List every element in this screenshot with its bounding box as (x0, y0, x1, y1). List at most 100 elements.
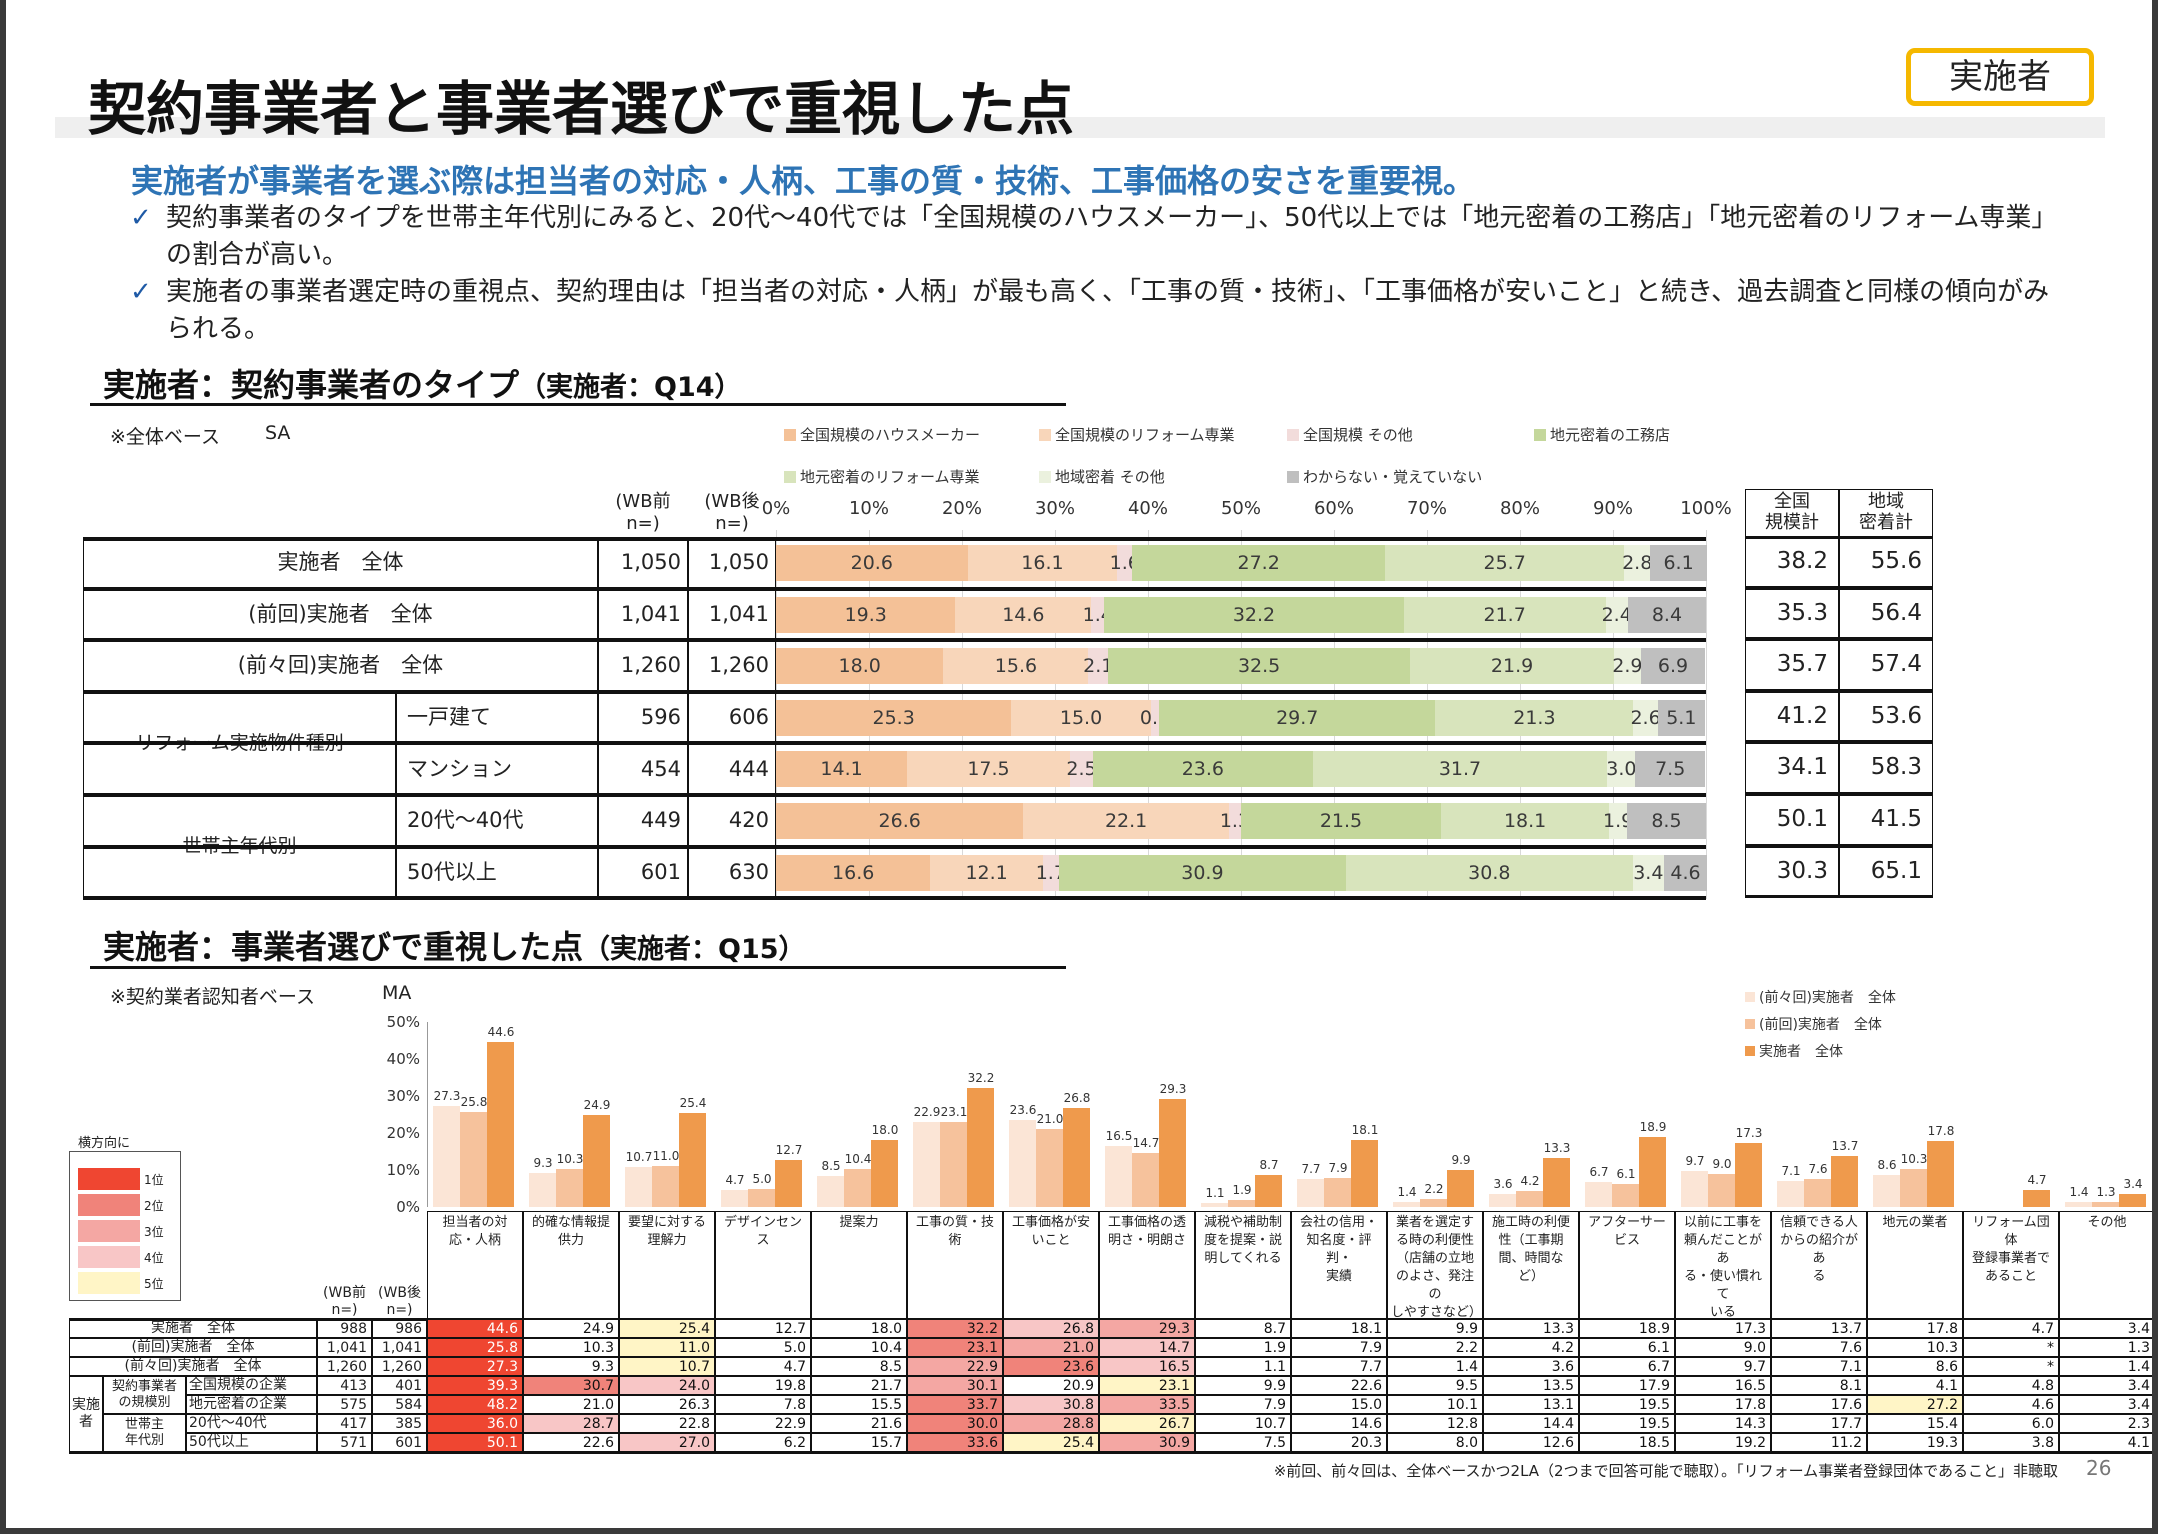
legend-swatch (784, 428, 796, 441)
bar (1777, 1180, 1804, 1207)
bar-segment-label: 14.6 (1002, 603, 1045, 626)
bar-segment-label: 2.6 (1630, 706, 1661, 729)
bar-data-label: 1.1 (1205, 1185, 1225, 1200)
bar-segment-label: 16.6 (832, 861, 875, 884)
bar-data-label: 44.6 (487, 1024, 515, 1039)
row-label: マンション (396, 743, 598, 795)
y-tick-label: 10% (386, 1161, 420, 1179)
table-cell: 44.6 (427, 1319, 523, 1338)
table-cell: 27.0 (619, 1433, 715, 1452)
row-label: 50代以上 (186, 1433, 317, 1452)
table-cell: 10.7 (1195, 1414, 1291, 1433)
row-label: 実施者 全体 (83, 537, 598, 589)
bar-segment-label: 14.1 (820, 758, 863, 781)
table-cell: 10.1 (1387, 1395, 1483, 1414)
bar (679, 1113, 706, 1207)
table-cell: 1.4 (1387, 1357, 1483, 1376)
rank-label: 5位 (144, 1277, 164, 1291)
table-cell: 27.3 (427, 1357, 523, 1376)
y-tick-label: 50% (386, 1013, 420, 1031)
bar-segment-label: 15.6 (994, 655, 1038, 678)
legend-swatch (784, 470, 796, 483)
bar-data-label: 8.6 (1877, 1158, 1897, 1173)
total-value: 50.1 (1745, 795, 1839, 847)
legend-swatch (1039, 428, 1051, 441)
y-tick-label: 40% (386, 1050, 420, 1068)
n-before: 575 (317, 1395, 372, 1414)
bar-data-label: 7.9 (1328, 1160, 1348, 1175)
bar-segment: 3.4 (1632, 854, 1665, 891)
table-cell: 24.9 (523, 1319, 619, 1338)
table-cell: 25.8 (427, 1338, 523, 1357)
bar-data-label: 10.7 (625, 1150, 653, 1165)
table-cell: 33.5 (1099, 1395, 1195, 1414)
bar (1708, 1173, 1735, 1207)
table-cell: 7.7 (1291, 1357, 1387, 1376)
row-border (83, 689, 1706, 694)
bar-segment: 1.6 (1110, 545, 1140, 581)
totals-header: 地域 密着計 (1839, 489, 1933, 539)
bar (1036, 1129, 1063, 1207)
bar (775, 1160, 802, 1207)
column-header: 減税や補助制 度を提案・説 明してくれる (1195, 1211, 1291, 1319)
rank-swatch (78, 1272, 140, 1294)
bar-segment: 1.7 (1036, 854, 1066, 891)
table-cell: 10.4 (811, 1338, 907, 1357)
table-cell: 4.2 (1483, 1338, 1579, 1357)
n-before: 413 (317, 1376, 372, 1395)
n-after: 1,041 (688, 588, 776, 641)
bar-segment: 1.4 (1083, 596, 1113, 633)
n-after: 601 (372, 1433, 427, 1452)
legend-swatch (1039, 470, 1051, 483)
table-cell: 30.9 (1099, 1433, 1195, 1452)
table-cell: 11.2 (1771, 1433, 1867, 1452)
table-cell: 1.1 (1195, 1357, 1291, 1376)
bar-data-label: 8.7 (1259, 1157, 1279, 1172)
n-before: 1,260 (598, 640, 688, 692)
table-cell: 12.8 (1387, 1414, 1483, 1433)
table-cell: 17.8 (1675, 1395, 1771, 1414)
section2-heading: 実施者：事業者選びで重視した点（実施者：Q15） (103, 922, 806, 968)
bar (1900, 1168, 1927, 1207)
bar-data-label: 18.1 (1351, 1123, 1379, 1138)
column-header: 要望に対する 理解力 (619, 1211, 715, 1319)
legend-label: 全国規模のリフォーム専業 (1055, 426, 1235, 444)
bar-data-label: 8.5 (821, 1158, 841, 1173)
n-after: 420 (688, 795, 776, 847)
bar-segment-label: 6.9 (1657, 655, 1689, 678)
table-cell: 22.9 (715, 1414, 811, 1433)
check-icon: ✓ (130, 277, 152, 307)
table-cell: 13.1 (1483, 1395, 1579, 1414)
x-tick-label: 60% (1313, 498, 1354, 519)
legend-label: 地元密着のリフォーム専業 (800, 468, 980, 486)
gridline (1706, 530, 1707, 900)
bar-segment-label: 12.1 (965, 861, 1008, 884)
bar-data-label: 10.4 (844, 1151, 872, 1166)
bar-segment: 6.9 (1640, 648, 1706, 685)
x-tick-label: 0% (761, 498, 791, 519)
bar-data-label: 1.4 (1397, 1184, 1417, 1199)
n-before: 601 (598, 846, 688, 899)
x-tick-label: 70% (1406, 498, 1447, 519)
n-after-header: (WB後 n=) (704, 491, 760, 534)
n-after: 401 (372, 1376, 427, 1395)
table-cell: 19.2 (1675, 1433, 1771, 1452)
n-after: 606 (688, 691, 776, 744)
legend-swatch (1745, 992, 1755, 1002)
table-top-border (83, 537, 1706, 541)
column-header: 工事価格の透 明さ・明朗さ (1099, 1211, 1195, 1319)
bar (583, 1114, 610, 1207)
table-cell: 13.5 (1483, 1376, 1579, 1395)
table-cell: 17.6 (1771, 1395, 1867, 1414)
bar-segment: 16.6 (776, 854, 931, 891)
bar (1297, 1178, 1324, 1207)
bar-segment: 2.1 (1083, 648, 1113, 685)
bar-segment: 20.6 (776, 545, 968, 581)
bar-data-label: 17.8 (1927, 1124, 1955, 1139)
row-label: (前々回)実施者 全体 (83, 640, 598, 692)
table-cell: 13.7 (1771, 1319, 1867, 1338)
bar (1393, 1201, 1420, 1207)
bar-segment-label: 2.5 (1066, 758, 1097, 781)
row-border (83, 844, 1706, 849)
bar-segment-label: 18.1 (1503, 810, 1547, 832)
